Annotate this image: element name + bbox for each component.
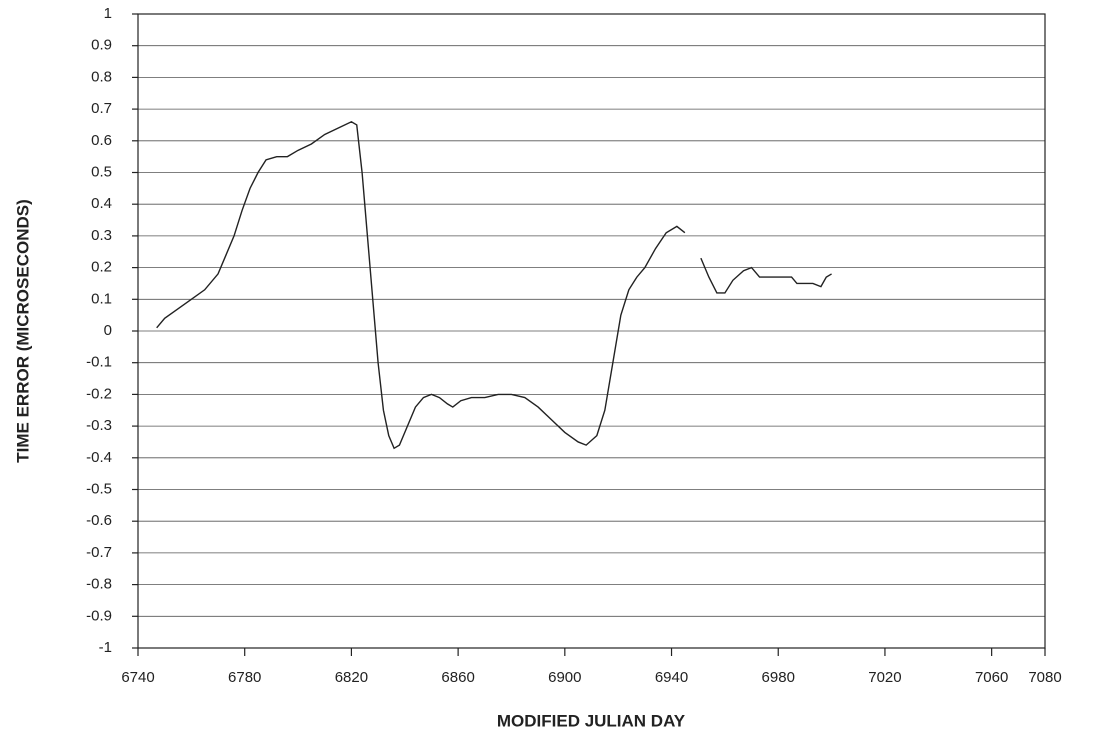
y-tick-label: -0.2 [86, 385, 112, 402]
y-axis-label: TIME ERROR (MICROSECONDS) [13, 199, 32, 463]
y-tick-label: -0.6 [86, 512, 112, 529]
x-tick-label: 7060 [975, 669, 1008, 686]
y-tick-label: -0.4 [86, 449, 112, 466]
y-tick-label: 0.9 [91, 37, 112, 54]
y-tick-label: -1 [99, 639, 112, 656]
y-tick-label: 0.6 [91, 132, 112, 149]
y-tick-label: 0.2 [91, 259, 112, 276]
y-tick-label: 0.8 [91, 68, 112, 85]
y-tick-label: 0.7 [91, 100, 112, 117]
y-tick-label: 0.3 [91, 227, 112, 244]
x-tick-label: 6860 [441, 669, 474, 686]
x-tick-label: 6940 [655, 669, 688, 686]
y-tick-label: 0.4 [91, 195, 112, 212]
x-tick-label: 6820 [335, 669, 368, 686]
data-line [156, 120, 832, 450]
y-tick-label: -0.5 [86, 480, 112, 497]
y-tick-label: 0.5 [91, 163, 112, 180]
y-tick-label: -0.7 [86, 544, 112, 561]
y-tick-label: -0.1 [86, 354, 112, 371]
y-tick-label: 0.1 [91, 290, 112, 307]
x-axis-label: MODIFIED JULIAN DAY [497, 711, 686, 730]
plot-frame [137, 13, 1046, 649]
x-tick-label: 6740 [121, 669, 154, 686]
x-tick-label: 6980 [762, 669, 795, 686]
y-tick-label: 0 [104, 322, 112, 339]
x-tick-label: 6900 [548, 669, 581, 686]
y-tick-label: 1 [104, 5, 112, 22]
y-tick-label: -0.3 [86, 417, 112, 434]
x-tick-label: 6780 [228, 669, 261, 686]
y-tick-label: -0.9 [86, 607, 112, 624]
x-tick-label: 7080 [1028, 669, 1061, 686]
x-tick-label: 7020 [868, 669, 901, 686]
y-tick-label: -0.8 [86, 576, 112, 593]
